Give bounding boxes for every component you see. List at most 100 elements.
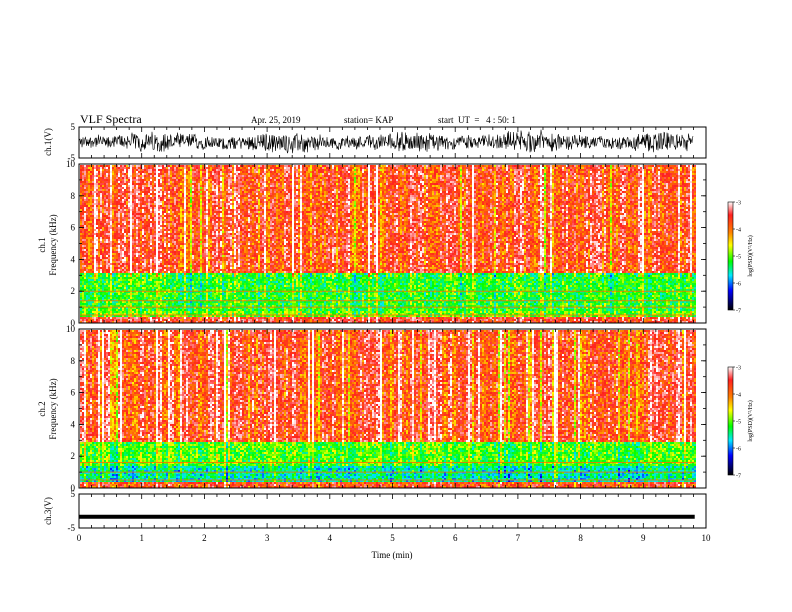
spectrogram-cell	[202, 191, 204, 193]
spectrogram-cell	[80, 221, 82, 223]
spectrogram-cell	[170, 173, 172, 175]
spectrogram-cell	[100, 287, 102, 289]
spectrogram-cell	[82, 175, 84, 177]
spectrogram-cell	[124, 175, 126, 177]
spectrogram-cell	[126, 233, 128, 235]
spectrogram-cell	[86, 303, 88, 305]
spectrogram-cell	[112, 239, 114, 241]
spectrogram-cell	[102, 195, 104, 197]
spectrogram-cell	[176, 251, 178, 253]
spectrogram-cell	[188, 191, 190, 193]
spectrogram-cell	[180, 209, 182, 211]
spectrogram-cell	[120, 257, 122, 259]
spectrogram-cell	[138, 213, 140, 215]
spectrogram-cell	[134, 301, 136, 303]
spectrogram-cell	[86, 217, 88, 219]
spectrogram-cell	[112, 197, 114, 199]
spectrogram-cell	[186, 203, 188, 205]
spectrogram-cell	[176, 283, 178, 285]
spectrogram-cell	[116, 215, 118, 217]
spectrogram-cell	[184, 225, 186, 227]
spectrogram-cell	[120, 215, 122, 217]
spectrogram-cell	[140, 225, 142, 227]
spectrogram-cell	[110, 233, 112, 235]
spectrogram-cell	[158, 181, 160, 183]
spectrogram-cell	[106, 197, 108, 199]
spectrogram-cell	[128, 271, 130, 273]
spectrogram-cell	[190, 219, 192, 221]
spectrogram-cell	[92, 271, 94, 273]
spectrogram-cell	[190, 259, 192, 261]
spectrogram-cell	[100, 249, 102, 251]
spectrogram-cell	[102, 219, 104, 221]
spectrogram-cell	[166, 205, 168, 207]
spectrogram-cell	[200, 211, 202, 213]
spectrogram-cell	[82, 257, 84, 259]
spectrogram-cell	[154, 181, 156, 183]
spectrogram-cell	[134, 219, 136, 221]
spectrogram-cell	[120, 165, 122, 167]
spectrogram-cell	[142, 239, 144, 241]
spectrogram-cell	[122, 319, 124, 321]
spectrogram-cell	[146, 195, 148, 197]
spectrogram-cell	[164, 183, 166, 185]
spectrogram-cell	[94, 245, 96, 247]
spectrogram-cell	[132, 281, 134, 283]
spectrogram-cell	[112, 281, 114, 283]
spectrogram-cell	[142, 207, 144, 209]
spectrogram-cell	[198, 201, 200, 203]
spectrogram-cell	[188, 213, 190, 215]
spectrogram-cell	[112, 251, 114, 253]
spectrogram-cell	[188, 269, 190, 271]
spectrogram-cell	[140, 259, 142, 261]
spectrogram-cell	[172, 269, 174, 271]
spectrogram-cell	[100, 283, 102, 285]
spectrogram-cell	[80, 165, 82, 167]
spectrogram-cell	[86, 175, 88, 177]
spectrogram-cell	[114, 303, 116, 305]
spectrogram-cell	[188, 197, 190, 199]
spectrogram-cell	[192, 285, 194, 287]
spectrogram-cell	[84, 283, 86, 285]
spectrogram-cell	[96, 319, 98, 321]
spectrogram-cell	[180, 275, 182, 277]
spectrogram-cell	[162, 241, 164, 243]
spectrogram-cell	[112, 231, 114, 233]
spectrogram-cell	[172, 235, 174, 237]
spectrogram-cell	[150, 317, 152, 319]
spectrogram-cell	[174, 185, 176, 187]
spectrogram-cell	[112, 173, 114, 175]
spectrogram-cell	[98, 189, 100, 191]
spectrogram-cell	[150, 165, 152, 167]
spectrogram-cell	[170, 209, 172, 211]
spectrogram-cell	[148, 215, 150, 217]
spectrogram-cell	[110, 317, 112, 319]
spectrogram-cell	[168, 251, 170, 253]
spectrogram-cell	[174, 177, 176, 179]
spectrogram-cell	[110, 301, 112, 303]
spectrogram-cell	[86, 283, 88, 285]
spectrogram-cell	[200, 267, 202, 269]
spectrogram-cell	[96, 251, 98, 253]
spectrogram-cell	[166, 233, 168, 235]
spectrogram-cell	[110, 207, 112, 209]
spectrogram-cell	[190, 209, 192, 211]
spectrogram-cell	[202, 237, 204, 239]
spectrogram-cell	[176, 197, 178, 199]
spectrogram-cell	[114, 259, 116, 261]
spectrogram-cell	[130, 239, 132, 241]
spectrogram-cell	[128, 311, 130, 313]
spectrogram-cell	[104, 215, 106, 217]
spectrogram-cell	[148, 201, 150, 203]
spectrogram-cell	[202, 165, 204, 167]
spectrogram-cell	[88, 273, 90, 275]
spectrogram-cell	[176, 269, 178, 271]
spectrogram-cell	[182, 229, 184, 231]
spectrogram-cell	[148, 229, 150, 231]
spectrogram-cell	[114, 309, 116, 311]
spectrogram-cell	[146, 279, 148, 281]
spectrogram-cell	[112, 199, 114, 201]
spectrogram-cell	[190, 171, 192, 173]
spectrogram-cell	[138, 181, 140, 183]
spectrogram-cell	[84, 179, 86, 181]
